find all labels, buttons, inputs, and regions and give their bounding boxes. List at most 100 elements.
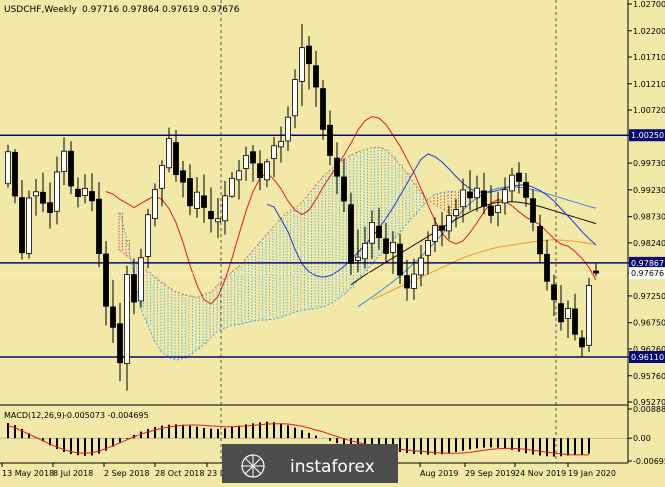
bear-candle xyxy=(544,253,550,282)
candlesticks xyxy=(5,24,599,391)
bull-candle xyxy=(33,191,39,197)
bear-candle xyxy=(89,191,95,202)
bear-candle xyxy=(12,151,18,197)
time-tick-label: 28 Oct 2018 xyxy=(155,469,204,478)
bear-candle xyxy=(40,191,46,204)
bear-candle xyxy=(201,195,207,208)
time-tick-label: 29 Sep 2019 xyxy=(465,469,516,478)
price-label-highlight xyxy=(629,351,665,364)
price-tick-label: 1.02700 xyxy=(633,0,665,9)
price-tick-label: 0.96260 xyxy=(633,345,665,354)
time-tick-label: 19 Jan 2020 xyxy=(568,469,616,478)
bull-candle xyxy=(502,189,508,204)
bull-candle xyxy=(299,47,305,82)
bull-candle xyxy=(236,170,242,181)
bull-candle xyxy=(369,222,375,244)
bear-candle xyxy=(334,157,340,177)
time-tick-label: 8 Jul 2018 xyxy=(53,469,93,478)
bear-candle xyxy=(551,284,557,301)
bear-candle xyxy=(313,65,319,88)
price-tick-label: 0.95760 xyxy=(633,372,665,381)
price-label-highlight xyxy=(629,256,665,269)
symbol-label: USDCHF,Weekly xyxy=(4,5,77,15)
bull-candle xyxy=(271,145,277,159)
bull-candle xyxy=(474,187,480,199)
bear-candle xyxy=(110,306,116,328)
bull-candle xyxy=(166,138,172,169)
bear-candle xyxy=(306,45,312,65)
price-tick-label: 0.97867 xyxy=(631,259,664,268)
bear-candle xyxy=(250,151,256,164)
indicator-lines xyxy=(105,115,597,308)
bull-candle xyxy=(285,116,291,142)
bear-candle xyxy=(397,243,403,276)
price-tick-label: 1.02200 xyxy=(633,27,665,36)
bull-candle xyxy=(229,177,235,197)
price-tick-label: 1.01210 xyxy=(633,80,665,89)
bear-candle xyxy=(173,142,179,176)
bull-candle xyxy=(355,256,361,261)
current-price-label-box xyxy=(629,267,665,280)
price-tick-label: 0.97676 xyxy=(631,269,664,278)
price-tick-label: 0.99230 xyxy=(633,186,665,195)
bull-candle xyxy=(425,240,431,256)
bear-candle xyxy=(117,323,123,364)
macd-tick-label: 0.00 xyxy=(633,434,651,443)
bear-candle xyxy=(320,88,326,130)
bear-candle xyxy=(103,253,109,307)
bull-candle xyxy=(390,241,396,253)
instaforex-watermark: instaforex xyxy=(222,444,398,483)
bear-candle xyxy=(68,150,74,187)
bear-candle xyxy=(537,226,543,255)
bear-candle xyxy=(572,308,578,335)
bull-candle xyxy=(495,205,501,214)
bull-candle xyxy=(446,215,452,232)
bear-candle xyxy=(579,337,585,348)
bull-candle xyxy=(243,154,249,169)
bull-candle xyxy=(292,79,298,117)
price-tick-label: 1.00720 xyxy=(633,106,665,115)
senkou-span-a xyxy=(119,146,457,299)
bear-candle xyxy=(327,124,333,156)
bull-candle xyxy=(54,171,60,212)
price-tick-label: 0.98240 xyxy=(633,239,665,248)
bull-candle xyxy=(138,257,144,302)
bear-candle xyxy=(439,225,445,231)
bear-candle xyxy=(530,198,536,223)
bear-candle xyxy=(47,202,53,213)
bear-candle xyxy=(376,225,382,239)
bear-candle xyxy=(516,172,522,182)
bull-candle xyxy=(194,191,200,209)
price-label-highlight xyxy=(629,129,665,142)
watermark-text: instaforex xyxy=(290,457,375,477)
time-tick-label: Aug 2019 xyxy=(420,469,459,478)
time-tick-label: 13 May 2018 xyxy=(2,469,54,478)
bear-candle xyxy=(404,275,410,289)
bull-candle xyxy=(5,151,11,185)
price-tick-label: 0.95270 xyxy=(633,398,665,407)
bull-candle xyxy=(222,195,228,222)
bull-candle xyxy=(432,224,438,242)
bull-candle xyxy=(362,242,368,260)
bull-candle xyxy=(124,274,130,364)
bull-candle xyxy=(509,174,515,192)
kijun-sen-line xyxy=(266,153,597,278)
price-tick-label: 0.96110 xyxy=(631,353,664,362)
bear-candle xyxy=(467,191,473,199)
price-tick-label: 1.01710 xyxy=(633,53,665,62)
macd-tick-label: -0.00695 xyxy=(633,457,665,466)
bear-candle xyxy=(341,176,347,202)
price-tick-label: 0.99730 xyxy=(633,159,665,168)
time-tick-label: 2 Sep 2018 xyxy=(104,469,150,478)
ohlc-values: 0.97716 0.97864 0.97619 0.97676 xyxy=(82,5,240,15)
macd-values: -0.005073 -0.004695 xyxy=(64,411,149,420)
bear-candle xyxy=(187,178,193,207)
bear-candle xyxy=(481,190,487,207)
bear-candle xyxy=(75,188,81,197)
macd-panel xyxy=(0,421,628,457)
bull-candle xyxy=(145,214,151,257)
price-tick-label: 1.00250 xyxy=(631,131,664,140)
time-tick-label: 24 Nov 2019 xyxy=(515,469,566,478)
bull-candle xyxy=(278,140,284,148)
